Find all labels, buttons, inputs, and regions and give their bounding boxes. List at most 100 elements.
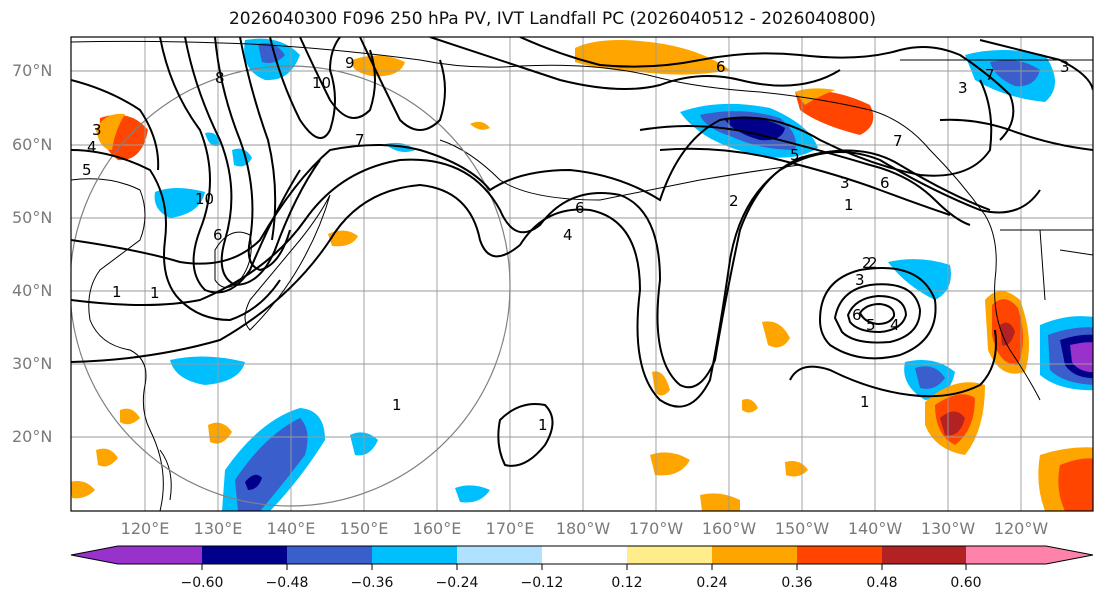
lon-label: 160°W <box>701 519 757 538</box>
fill-patch <box>208 422 232 444</box>
lat-label: 50°N <box>12 208 53 227</box>
fill-patch <box>650 452 690 476</box>
contour-label: 1 <box>538 416 548 434</box>
fill-patch <box>170 356 245 385</box>
fill-patch <box>1070 342 1093 373</box>
colorbar-segment <box>712 546 797 564</box>
contour-label: 3 <box>1060 58 1070 76</box>
lon-label: 130°E <box>193 519 243 538</box>
colorbar-tick-label: 0.48 <box>866 575 898 591</box>
colorbar-tick-label: 0.36 <box>781 575 813 591</box>
contour-label: 1 <box>860 393 870 411</box>
contour-label: 3 <box>958 79 968 97</box>
lon-label: 160°E <box>412 519 462 538</box>
fill-patch <box>245 474 262 490</box>
contour-label: 1 <box>844 196 854 214</box>
colorbar-segment <box>627 546 712 564</box>
contour-label: 6 <box>716 58 726 76</box>
contour-label: 10 <box>195 190 214 208</box>
colorbar-segment <box>202 546 287 564</box>
contour-label: 9 <box>345 54 355 72</box>
lon-label: 140°W <box>847 519 903 538</box>
fill-patch <box>455 485 490 503</box>
fill-patch <box>328 230 358 247</box>
contour-label: 6 <box>575 199 585 217</box>
contour-label: 7 <box>355 131 365 149</box>
colorbar <box>70 545 1094 570</box>
colorbar-tick-label: −0.36 <box>350 575 394 591</box>
fill-patch <box>470 121 490 130</box>
fill-patch <box>915 366 945 389</box>
contour-label: 5 <box>866 316 876 334</box>
pv-contours <box>71 37 1093 467</box>
fill-patch <box>205 132 220 147</box>
fill-patch <box>795 88 835 105</box>
contour-label: 2 <box>729 192 739 210</box>
fill-patch <box>700 493 740 511</box>
contour-label: 1 <box>112 283 122 301</box>
colorbar-segment <box>287 546 372 564</box>
map-title: 2026040300 F096 250 hPa PV, IVT Landfall… <box>228 9 876 29</box>
lon-label: 170°W <box>628 519 684 538</box>
colorbar-tick-label: 0.60 <box>950 575 982 591</box>
contour-label: 1 <box>150 284 160 302</box>
lat-label: 40°N <box>12 281 53 300</box>
lon-label: 130°W <box>920 519 976 538</box>
colorbar-segment <box>542 546 627 564</box>
fill-patch <box>351 55 405 77</box>
fill-patch <box>575 40 730 75</box>
colorbar-segment <box>797 546 882 564</box>
lon-label: 170°E <box>485 519 535 538</box>
contour-label: 2 <box>862 254 872 272</box>
colorbar-tick-label: 0.12 <box>611 575 643 591</box>
fill-patch <box>120 408 140 425</box>
lat-label: 30°N <box>12 354 53 373</box>
map-frame <box>70 36 1094 512</box>
lon-label: 120°W <box>993 519 1049 538</box>
lat-label: 60°N <box>12 135 53 154</box>
fill-patch <box>652 371 670 396</box>
colorbar-tick-label: −0.12 <box>520 575 564 591</box>
contour-label: 6 <box>213 226 223 244</box>
lon-label: 180°W <box>555 519 611 538</box>
lat-label: 20°N <box>12 427 53 446</box>
fill-patch <box>940 411 965 436</box>
fill-patch <box>762 321 790 348</box>
colorbar-segment <box>882 546 966 564</box>
contour-label: 6 <box>852 306 862 324</box>
contour-label: 3 <box>840 174 850 192</box>
contour-label: 4 <box>563 226 573 244</box>
fill-patch <box>1058 458 1093 511</box>
contour-label: 7 <box>893 132 903 150</box>
lon-label: 150°W <box>774 519 830 538</box>
lon-label: 140°E <box>266 519 316 538</box>
contour-label-group: 8 10 9 7 3 4 5 6 7 10 6 4 2 1 1 6 5 3 2 … <box>82 54 1070 434</box>
fill-patch <box>785 461 808 477</box>
contour-label: 5 <box>82 161 92 179</box>
colorbar-tick-label: −0.48 <box>265 575 309 591</box>
colorbar-segment <box>71 546 202 564</box>
fill-patch <box>258 43 285 64</box>
colorbar-tick-label: −0.60 <box>180 575 224 591</box>
pv-anomaly-fills <box>71 38 1093 511</box>
fill-patch <box>232 148 252 167</box>
fill-patch <box>154 188 205 218</box>
fill-patch <box>725 117 785 141</box>
fill-patch <box>742 399 758 413</box>
contour-label: 8 <box>215 69 225 87</box>
contour-label: 3 <box>92 121 102 139</box>
contour-label: 1 <box>392 396 402 414</box>
fill-patch <box>96 448 118 467</box>
colorbar-outline <box>70 545 1094 565</box>
lon-label: 120°E <box>120 519 170 538</box>
colorbar-segment <box>372 546 457 564</box>
contour-label: 6 <box>880 174 890 192</box>
contour-label: 3 <box>855 271 865 289</box>
contour-label: 4 <box>87 138 97 156</box>
contour-label: 2 <box>868 254 878 272</box>
lat-label: 70°N <box>12 61 53 80</box>
colorbar-tick-label: −0.24 <box>435 575 479 591</box>
colorbar-segment <box>457 546 542 564</box>
contour-label: 5 <box>790 146 800 164</box>
